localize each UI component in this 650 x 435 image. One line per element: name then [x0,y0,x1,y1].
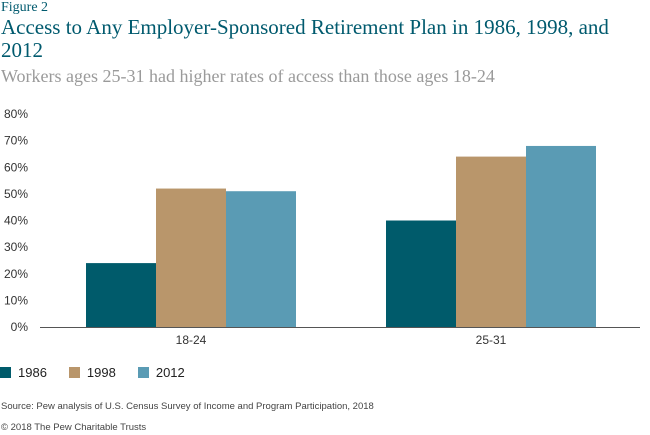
legend-item-2012: 2012 [137,364,185,380]
figure-label: Figure 2 [1,0,49,15]
y-tick-label: 0% [11,320,29,334]
bar-1998-25-31 [456,156,526,327]
y-tick-label: 40% [4,214,28,228]
chart-legend: 1986 1998 2012 [0,362,207,382]
y-tick-label: 70% [4,134,28,148]
legend-label: 1986 [18,364,47,380]
bar-1986-18-24 [86,263,156,327]
legend-item-1998: 1998 [68,364,116,380]
y-tick-label: 20% [4,267,28,281]
y-tick-label: 50% [4,187,28,201]
source-note: Source: Pew analysis of U.S. Census Surv… [1,401,374,412]
bar-2012-25-31 [526,145,596,327]
y-tick-label: 10% [4,293,28,307]
bar-2012-18-24 [226,191,296,327]
legend-swatch [0,366,11,378]
legend-item-1986: 1986 [0,365,47,380]
legend-swatch [137,366,149,378]
chart-title: Access to Any Employer-Sponsored Retirem… [1,15,609,62]
legend-label: 2012 [155,364,185,380]
y-tick-label: 80% [4,107,28,121]
bar-1986-25-31 [386,220,456,327]
x-tick-label: 18-24 [176,333,207,347]
chart-subtitle: Workers ages 25-31 had higher rates of a… [1,66,495,86]
y-tick-label: 30% [4,240,28,254]
bar-chart: 0% 10% 20% 30% 40% 50% 60% 70% 80% 18-24 25-31 [4,107,640,347]
x-tick-label: 25-31 [476,333,507,347]
legend-label: 1998 [86,364,116,380]
legend-swatch [68,366,80,378]
copyright-note: © 2018 The Pew Charitable Trusts [1,422,147,433]
bar-1998-18-24 [156,188,226,327]
y-tick-label: 60% [4,160,28,174]
